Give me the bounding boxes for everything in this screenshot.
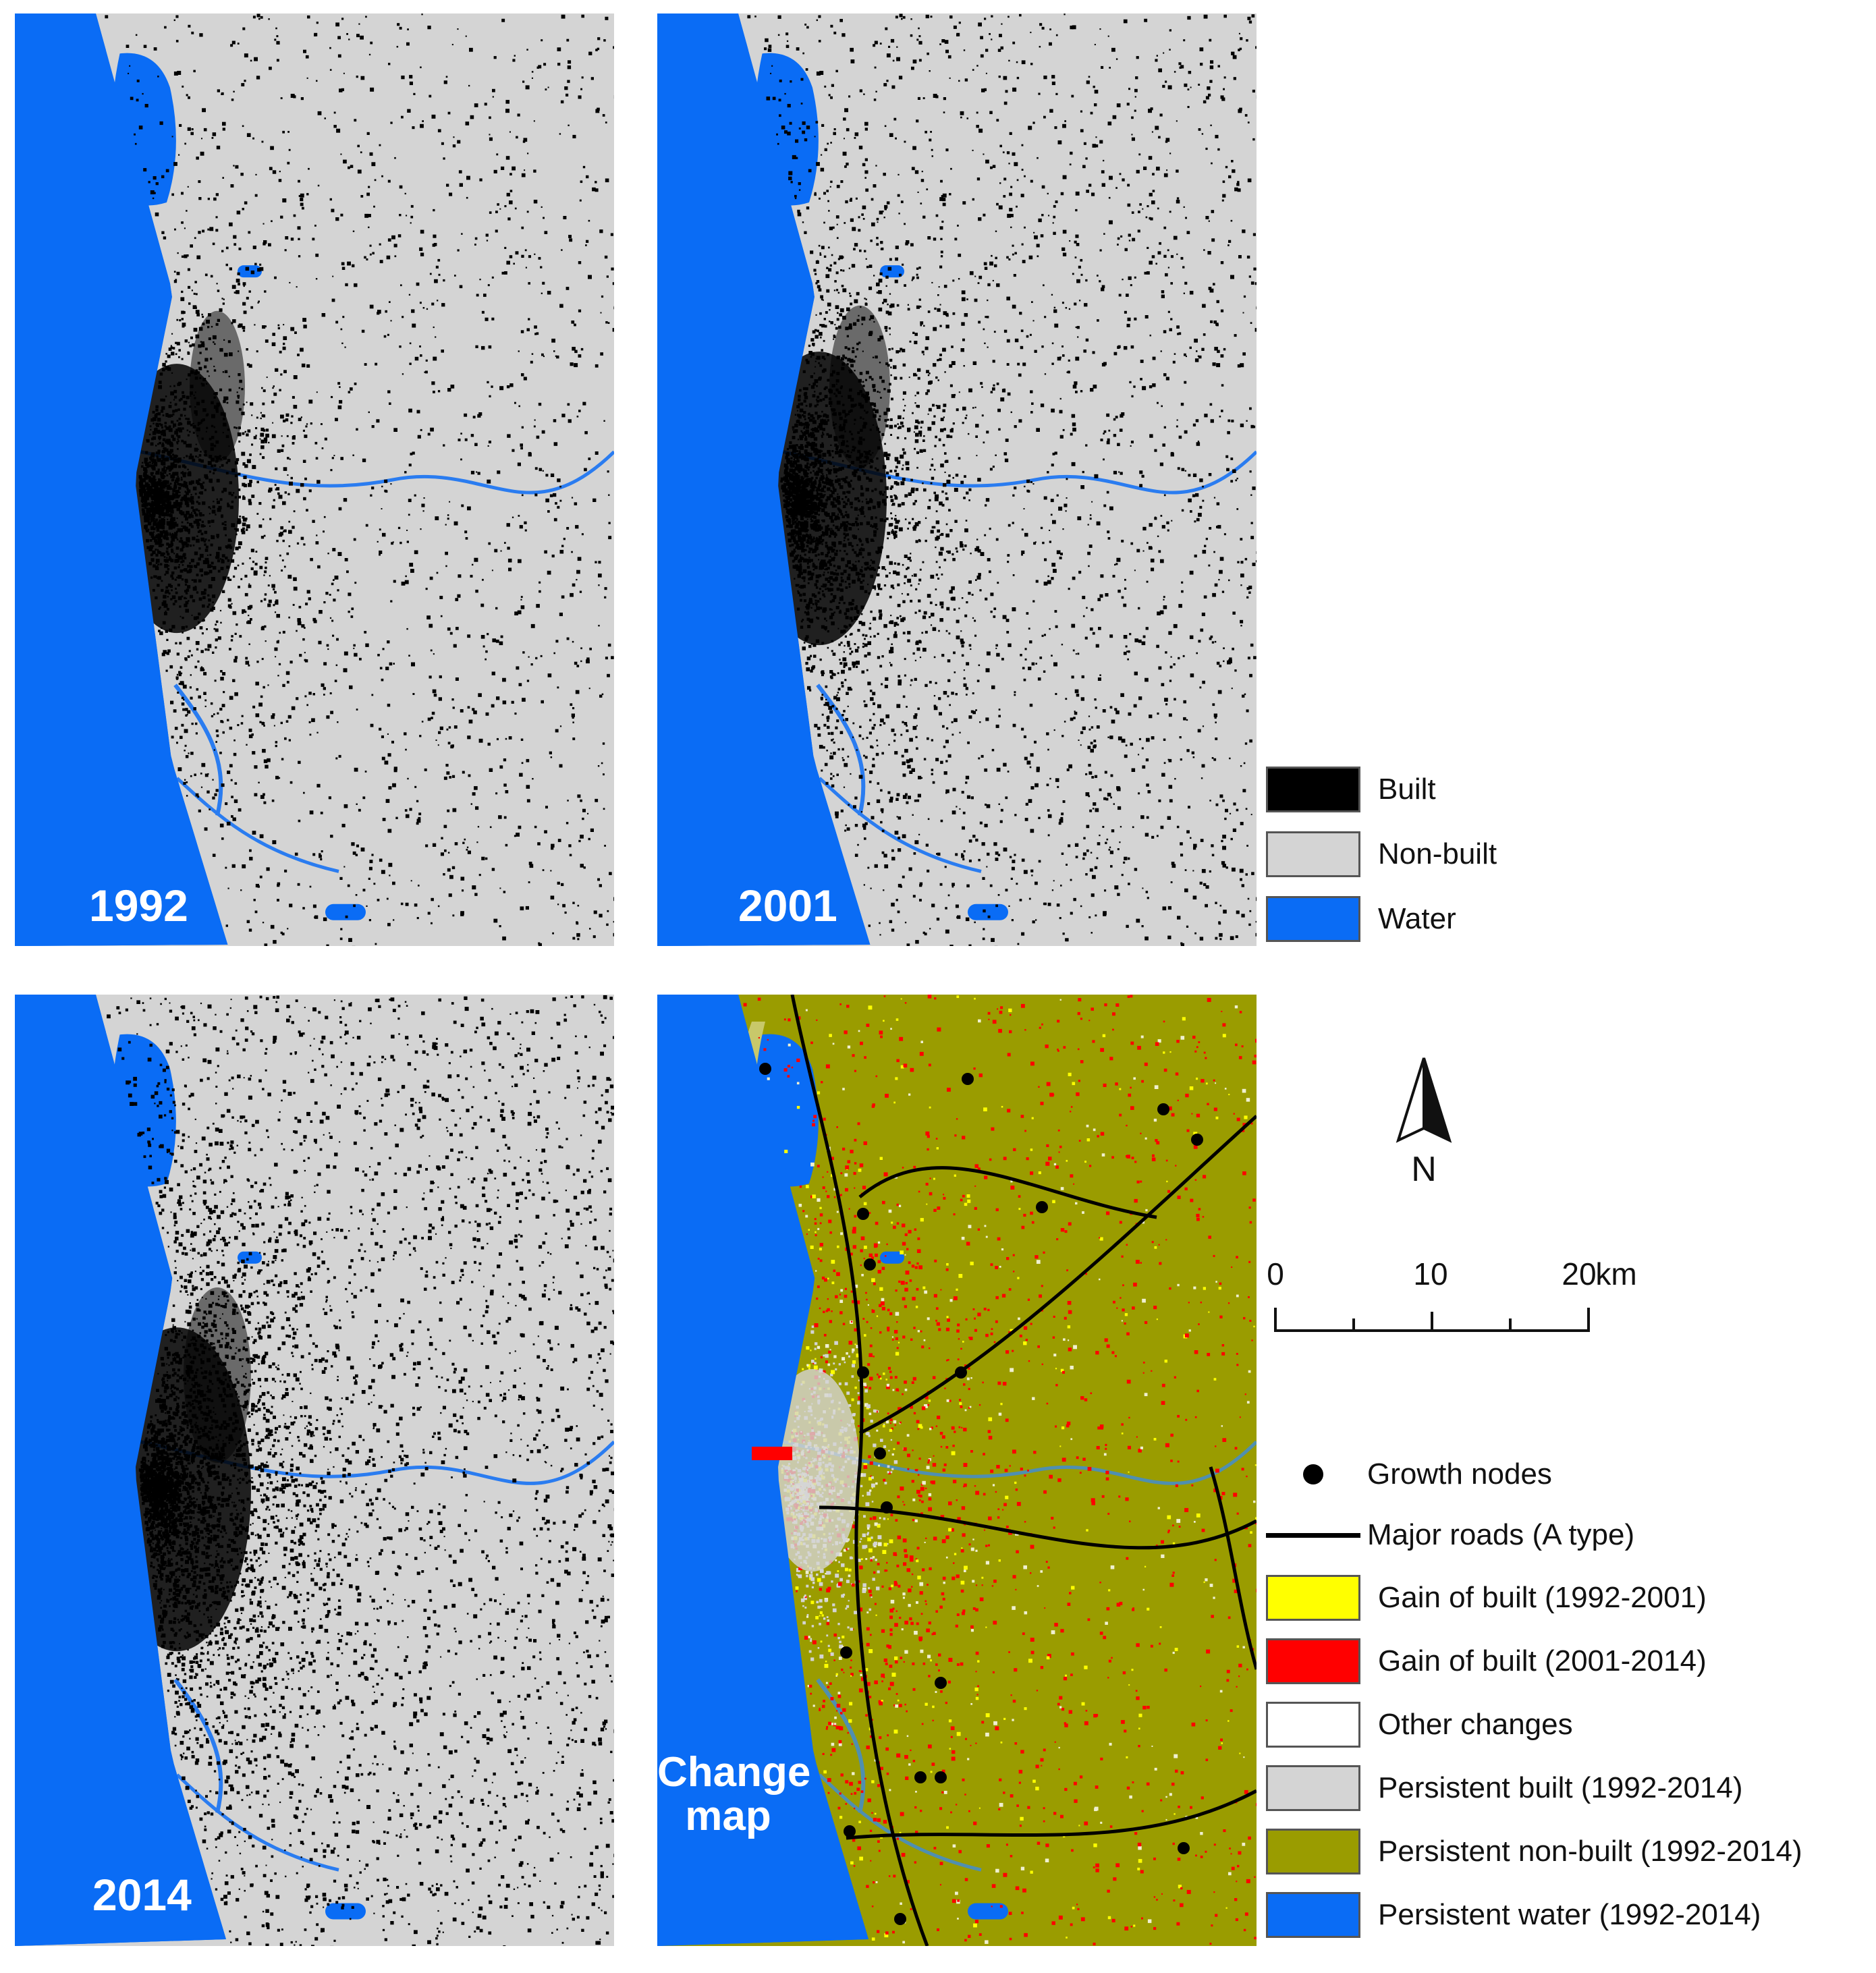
north-arrow-icon: N — [1396, 1057, 1452, 1189]
map-2001 — [657, 13, 1257, 946]
legend-item-persistent-nonbuilt: Persistent non-built (1992-2014) — [1266, 1829, 1802, 1874]
scale-bar: 0 10 20 km — [1262, 1255, 1640, 1336]
legend-label-built: Built — [1378, 773, 1436, 806]
map-panel-1992: 1992 — [15, 13, 614, 946]
map-1992 — [15, 13, 614, 946]
legend-label-gain-late: Gain of built (2001-2014) — [1378, 1644, 1707, 1677]
map-panel-change: Change map — [657, 995, 1257, 1946]
legend-item-persistent-water: Persistent water (1992-2014) — [1266, 1892, 1761, 1938]
legend-item-persistent-built: Persistent built (1992-2014) — [1266, 1765, 1743, 1811]
legend-swatch-gain-early — [1266, 1575, 1360, 1621]
scale-unit: km — [1595, 1256, 1636, 1291]
legend-swatch-persistent-nonbuilt — [1266, 1829, 1360, 1874]
legend-label-water: Water — [1378, 902, 1456, 935]
scale-tick-20: 20 — [1562, 1256, 1596, 1291]
road-line-icon — [1266, 1512, 1360, 1558]
scale-tick-0: 0 — [1267, 1256, 1284, 1291]
north-label: N — [1411, 1150, 1437, 1189]
north-arrow: N — [1383, 1053, 1464, 1194]
map-panel-2001: 2001 — [657, 13, 1257, 946]
legend-item-nonbuilt: Non-built — [1266, 831, 1497, 877]
panel-label-1992: 1992 — [89, 881, 188, 930]
legend-label-gain-early: Gain of built (1992-2001) — [1378, 1581, 1707, 1614]
legend-label-nonbuilt: Non-built — [1378, 837, 1497, 870]
legend-label-persistent-nonbuilt: Persistent non-built (1992-2014) — [1378, 1835, 1802, 1868]
legend-swatch-persistent-water — [1266, 1892, 1360, 1938]
legend-swatch-nonbuilt — [1266, 831, 1360, 877]
legend-swatch-water — [1266, 896, 1360, 942]
panel-label-2001: 2001 — [738, 881, 837, 930]
map-2014 — [15, 995, 614, 1946]
legend-item-built: Built — [1266, 767, 1436, 812]
legend-swatch-built — [1266, 767, 1360, 812]
change-legend: Growth nodes Major roads (A type) Gain o… — [1266, 1451, 1873, 1943]
legend-swatch-other-changes — [1266, 1702, 1360, 1748]
legend-label-persistent-built: Persistent built (1992-2014) — [1378, 1771, 1743, 1804]
legend-item-other-changes: Other changes — [1266, 1702, 1573, 1748]
scale-tick-10: 10 — [1413, 1256, 1447, 1291]
legend-label-other-changes: Other changes — [1378, 1708, 1573, 1741]
legend-item-growth-nodes: Growth nodes — [1266, 1451, 1552, 1498]
legend-label-persistent-water: Persistent water (1992-2014) — [1378, 1898, 1761, 1931]
panel-label-change-map: Change map — [657, 1749, 811, 1840]
growth-node-icon — [1266, 1451, 1360, 1497]
legend-item-gain-early: Gain of built (1992-2001) — [1266, 1575, 1707, 1621]
legend-swatch-persistent-built — [1266, 1765, 1360, 1811]
legend-item-gain-late: Gain of built (2001-2014) — [1266, 1638, 1707, 1684]
legend-item-major-roads: Major roads (A type) — [1266, 1511, 1634, 1559]
scale-bar-graphic: 0 10 20 km — [1267, 1256, 1637, 1332]
legend-item-water: Water — [1266, 896, 1456, 942]
legend-label-growth-nodes: Growth nodes — [1367, 1457, 1552, 1491]
landcover-legend: Built Non-built Water — [1266, 767, 1738, 955]
change-map — [657, 995, 1257, 1946]
legend-swatch-gain-late — [1266, 1638, 1360, 1684]
panel-label-2014: 2014 — [92, 1870, 192, 1920]
legend-label-major-roads: Major roads (A type) — [1367, 1518, 1635, 1551]
map-panel-2014: 2014 — [15, 995, 614, 1946]
